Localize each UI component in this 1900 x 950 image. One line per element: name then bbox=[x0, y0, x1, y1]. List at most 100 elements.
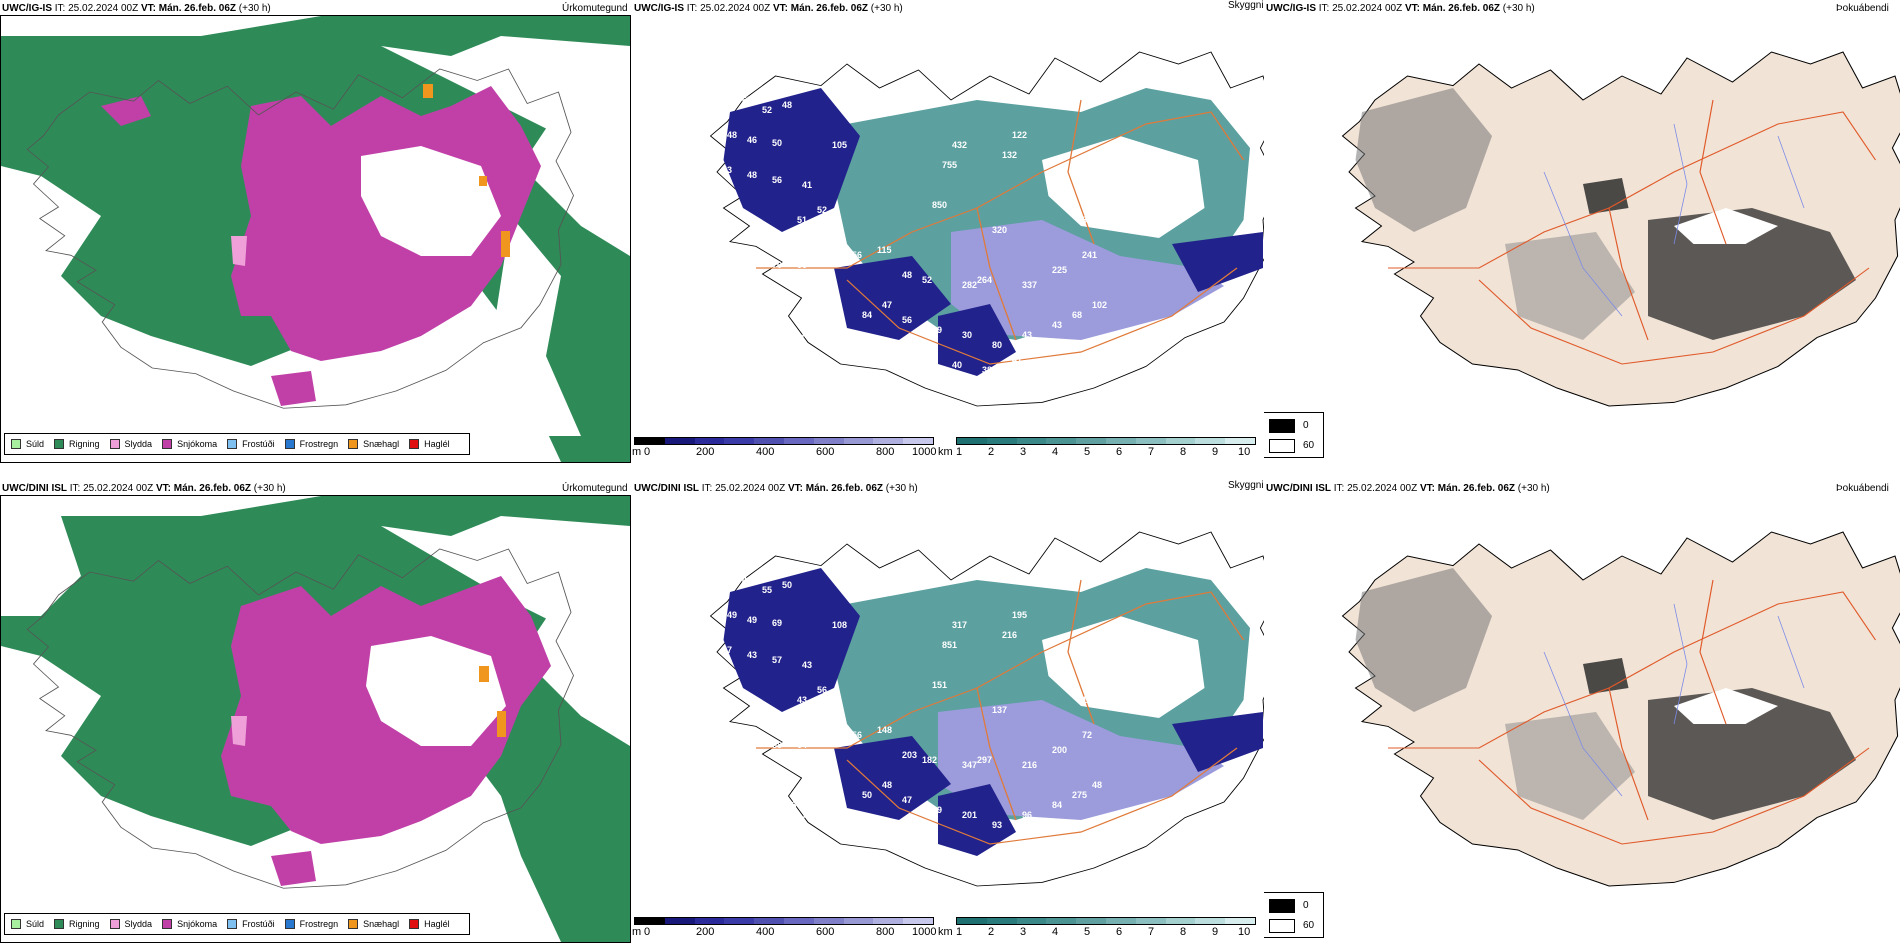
visibility-value-label: 148 bbox=[877, 725, 892, 735]
colorbar-tick: 5 bbox=[1084, 926, 1091, 938]
visibility-value-label: 47 bbox=[722, 645, 732, 655]
visibility-value-label: 43 bbox=[1052, 320, 1062, 330]
visibility-value-label: 122 bbox=[1012, 130, 1027, 140]
colorbar-tick: 400 bbox=[756, 446, 775, 458]
visibility-value-label: 43 bbox=[747, 650, 757, 660]
legend-item-rigning: Rigning bbox=[54, 919, 100, 929]
visibility-value-label: 93 bbox=[992, 820, 1002, 830]
visibility-value-label: 108 bbox=[832, 620, 847, 630]
visibility-value-label: 54 bbox=[1122, 670, 1132, 680]
colorbar-tick: 8 bbox=[1180, 926, 1187, 938]
visibility-value-label: 46 bbox=[747, 135, 757, 145]
visibility-value-label: 35 bbox=[742, 730, 752, 740]
visibility-value-label: 40 bbox=[952, 360, 962, 370]
visibility-value-label: 49 bbox=[777, 780, 787, 790]
precip-legend: Súld Rigning Slydda Snjókoma Frostúði Fr… bbox=[4, 913, 470, 935]
panel-header: UWC/IG-IS IT: 25.02.2024 00Z VT: Mán. 26… bbox=[634, 3, 903, 14]
legend-item-sudl: Súld bbox=[11, 919, 44, 929]
visibility-value-label: 55 bbox=[797, 260, 807, 270]
visibility-value-label: 52 bbox=[922, 275, 932, 285]
visibility-value-label: 50 bbox=[782, 580, 792, 590]
visibility-colorbar-m bbox=[634, 917, 934, 925]
colorbar-tick: 2 bbox=[988, 446, 995, 458]
precip-type-panel-row1: UWC/IG-IS IT: 25.02.2024 00Z VT: Mán. 26… bbox=[0, 0, 636, 468]
colorbar-tick: 1000 bbox=[912, 926, 937, 938]
visibility-value-label: 47 bbox=[902, 795, 912, 805]
visibility-value-label: 56 bbox=[817, 685, 827, 695]
visibility-value-label: 38 bbox=[892, 830, 902, 840]
visibility-value-label: 38 bbox=[742, 250, 752, 260]
fog-panel-row1: UWC/IG-IS IT: 25.02.2024 00Z VT: Mán. 26… bbox=[1264, 0, 1900, 468]
panel-header: UWC/DINI ISL IT: 25.02.2024 00Z VT: Mán.… bbox=[2, 483, 286, 494]
visibility-value-label: 38 bbox=[982, 365, 992, 375]
visibility-value-label: 128 bbox=[1102, 210, 1117, 220]
visibility-value-label: 50 bbox=[862, 790, 872, 800]
visibility-value-label: 59 bbox=[832, 790, 842, 800]
visibility-value-label: 73 bbox=[802, 810, 812, 820]
visibility-value-label: 84 bbox=[862, 310, 872, 320]
visibility-value-label: 216 bbox=[1002, 630, 1017, 640]
visibility-value-label: 201 bbox=[962, 810, 977, 820]
visibility-value-label: 275 bbox=[1072, 790, 1087, 800]
colorbar-tick: 1 bbox=[956, 446, 963, 458]
colorbar-tick: 10 bbox=[1238, 446, 1251, 458]
panel-title: Þokuábendi bbox=[1836, 3, 1889, 14]
precip-legend: Súld Rigning Slydda Snjókoma Frostúði Fr… bbox=[4, 433, 470, 455]
visibility-value-label: 337 bbox=[1022, 280, 1037, 290]
fog-legend: 0 60 bbox=[1264, 412, 1324, 458]
visibility-value-label: 132 bbox=[1002, 150, 1017, 160]
visibility-value-label: 56 bbox=[782, 320, 792, 330]
visibility-value-label: 241 bbox=[1082, 250, 1097, 260]
visibility-value-label: 151 bbox=[932, 680, 947, 690]
visibility-value-label: 56 bbox=[852, 730, 862, 740]
visibility-value-label: 195 bbox=[1012, 610, 1027, 620]
visibility-value-label: 297 bbox=[977, 755, 992, 765]
visibility-value-label: 43 bbox=[797, 695, 807, 705]
legend-item-rigning: Rigning bbox=[54, 439, 100, 449]
visibility-value-label: 52 bbox=[817, 205, 827, 215]
colorbar-tick: 200 bbox=[696, 926, 715, 938]
panel-title: Skyggni bbox=[1228, 480, 1264, 491]
panel-header: UWC/DINI ISL IT: 25.02.2024 00Z VT: Mán.… bbox=[1266, 483, 1550, 494]
legend-item-slydda: Slydda bbox=[109, 439, 152, 449]
visibility-value-label: 297 bbox=[862, 355, 877, 365]
legend-item-snaehagl: Snæhagl bbox=[348, 439, 399, 449]
colorbar-tick: 3 bbox=[1020, 926, 1027, 938]
fog-legend: 0 60 bbox=[1264, 892, 1324, 938]
colorbar-tick: 600 bbox=[816, 926, 835, 938]
colorbar-tick: 5 bbox=[1084, 446, 1091, 458]
colorbar-tick: 10 bbox=[1238, 926, 1251, 938]
legend-item-haglel: Haglél bbox=[409, 439, 450, 449]
panel-title: Skyggni bbox=[1228, 0, 1264, 11]
visibility-value-label: 182 bbox=[922, 755, 937, 765]
fog-panel-row2: UWC/DINI ISL IT: 25.02.2024 00Z VT: Mán.… bbox=[1264, 480, 1900, 950]
visibility-value-label: 135 bbox=[832, 350, 847, 360]
fog-legend-label-60: 60 bbox=[1303, 920, 1315, 931]
colorbar-tick: 8 bbox=[1180, 446, 1187, 458]
visibility-value-label: 56 bbox=[902, 315, 912, 325]
colorbar-tick: 0 bbox=[644, 926, 651, 938]
colorbar-tick: 9 bbox=[1212, 446, 1219, 458]
visibility-value-label: 34 bbox=[782, 730, 792, 740]
fog-map bbox=[1341, 51, 1900, 407]
visibility-value-label: 48 bbox=[747, 170, 757, 180]
visibility-value-label: 38 bbox=[922, 835, 932, 845]
visibility-value-label: 395 bbox=[1082, 640, 1097, 650]
visibility-value-label: 52 bbox=[832, 830, 842, 840]
visibility-value-label: 43 bbox=[1022, 330, 1032, 340]
visibility-value-label: 51 bbox=[797, 215, 807, 225]
visibility-map: 65 52 48 48 46 50 53 48 56 41 105 52 51 41 36 38 70 55 48 5… bbox=[702, 51, 1264, 407]
visibility-value-label: 347 bbox=[962, 760, 977, 770]
visibility-value-label: 68 bbox=[1102, 690, 1112, 700]
visibility-value-label: 48 bbox=[882, 780, 892, 790]
visibility-value-label: 432 bbox=[952, 140, 967, 150]
visibility-panel-row2: UWC/DINI ISL IT: 25.02.2024 00Z VT: Mán.… bbox=[632, 480, 1264, 950]
visibility-value-label: 200 bbox=[1052, 745, 1067, 755]
visibility-value-label: 43 bbox=[802, 660, 812, 670]
visibility-value-label: 47 bbox=[882, 300, 892, 310]
visibility-value-label: 91 bbox=[1077, 695, 1087, 705]
visibility-value-label: 30 bbox=[962, 330, 972, 340]
visibility-value-label: 84 bbox=[1052, 800, 1062, 810]
visibility-value-label: 48 bbox=[902, 270, 912, 280]
visibility-value-label: 48 bbox=[727, 130, 737, 140]
